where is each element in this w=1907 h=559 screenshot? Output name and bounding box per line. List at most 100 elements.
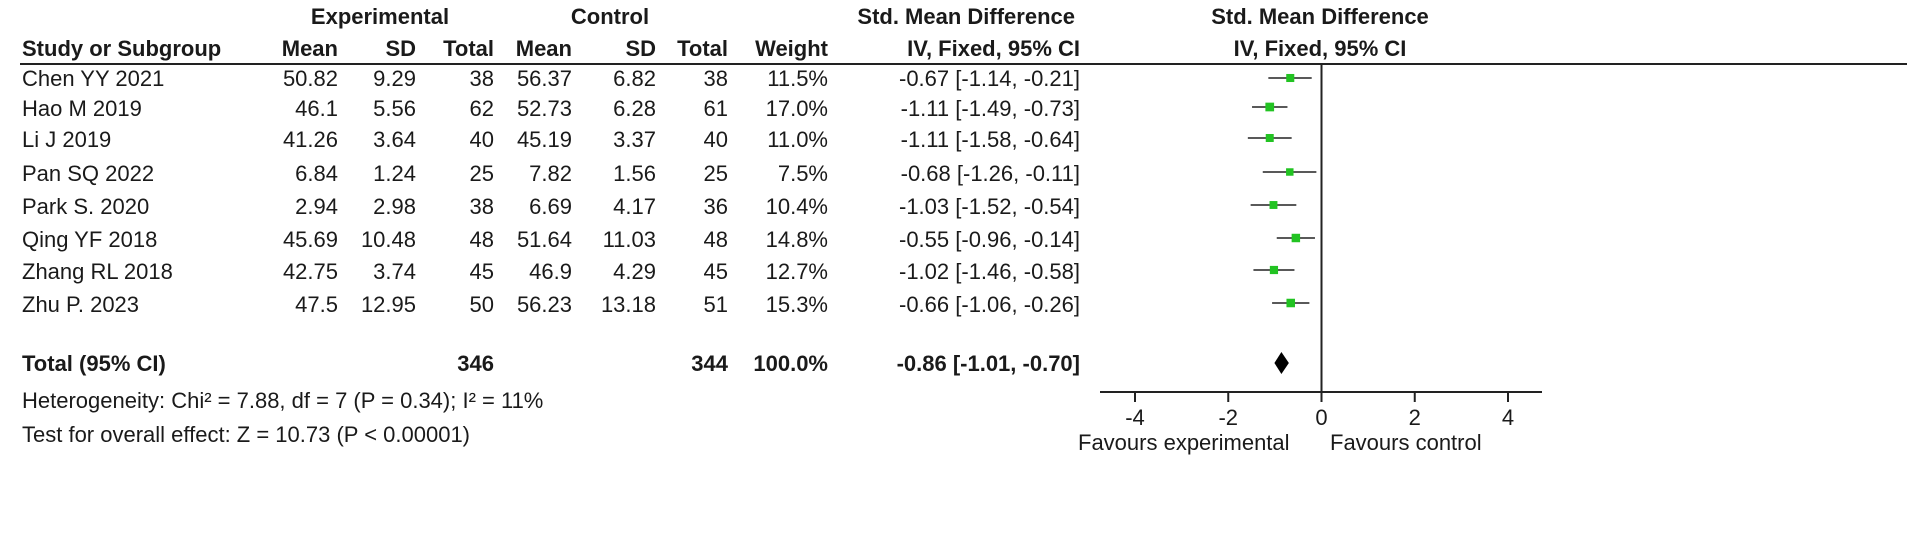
ctl-sd: 3.37 [613, 127, 656, 152]
pooled-diamond [1274, 352, 1289, 374]
weight: 11.0% [767, 127, 828, 152]
study-name: Park S. 2020 [22, 194, 150, 219]
effect-marker [1269, 201, 1278, 209]
ctl-mean: 45.19 [516, 127, 572, 152]
exp-total: 25 [469, 161, 494, 186]
exp-mean: 41.26 [282, 127, 338, 152]
ctl-total: 38 [703, 66, 728, 91]
exp-sd: 9.29 [373, 66, 416, 91]
exp-mean: 2.94 [295, 194, 338, 219]
exp-total: 38 [469, 66, 494, 91]
ctl-mean: 56.23 [516, 292, 572, 317]
exp-sd: 1.24 [373, 161, 416, 186]
heterogeneity-text: Heterogeneity: Chi² = 7.88, df = 7 (P = … [22, 388, 544, 413]
ctl-mean: 56.37 [516, 66, 572, 91]
col-study: Study or Subgroup [22, 36, 222, 61]
ctl-sd: 6.28 [613, 96, 656, 121]
col-effect: IV, Fixed, 95% CI [907, 36, 1080, 61]
ctl-mean: 51.64 [516, 227, 572, 252]
weight: 17.0% [765, 96, 828, 121]
effect-ci: -0.55 [-0.96, -0.14] [899, 227, 1080, 252]
col-ctl-mean: Mean [515, 36, 572, 61]
total-exp-total: 346 [457, 351, 494, 376]
col-exp-mean: Mean [281, 36, 338, 61]
ctl-sd: 13.18 [600, 292, 656, 317]
exp-total: 50 [469, 292, 494, 317]
exp-total: 62 [469, 96, 494, 121]
effect-ci: -1.11 [-1.49, -0.73] [900, 96, 1080, 121]
ctl-total: 25 [703, 161, 728, 186]
effect-ci: -1.11 [-1.58, -0.64] [900, 127, 1080, 152]
total-ctl-total: 344 [691, 351, 728, 376]
ctl-sd: 1.56 [613, 161, 656, 186]
weight: 14.8% [765, 227, 828, 252]
exp-mean: 6.84 [295, 161, 338, 186]
x-tick-label: -4 [1125, 405, 1145, 430]
exp-total: 48 [469, 227, 494, 252]
ctl-total: 45 [703, 259, 728, 284]
x-tick-label: 2 [1409, 405, 1421, 430]
weight: 12.7% [765, 259, 828, 284]
ctl-sd: 6.82 [613, 66, 656, 91]
col-exp-total: Total [443, 36, 494, 61]
exp-sd: 10.48 [360, 227, 416, 252]
effect-marker [1269, 265, 1279, 275]
favours-experimental-label: Favours experimental [1078, 430, 1290, 455]
exp-sd: 2.98 [373, 194, 416, 219]
header-control: Control [570, 4, 650, 29]
ctl-mean: 6.69 [529, 194, 572, 219]
effect-ci: -1.03 [-1.52, -0.54] [899, 194, 1080, 219]
weight: 10.4% [765, 194, 828, 219]
exp-sd: 3.74 [373, 259, 416, 284]
col-exp-sd: SD [385, 36, 416, 61]
exp-sd: 5.56 [373, 96, 416, 121]
header-rule [20, 63, 1907, 65]
study-name: Zhu P. 2023 [22, 292, 140, 317]
effect-marker [1286, 298, 1295, 308]
header-plot-title: Std. Mean Difference [1211, 4, 1429, 29]
study-name: Qing YF 2018 [22, 227, 158, 252]
total-weight: 100.0% [753, 351, 828, 376]
effect-ci: -0.67 [-1.14, -0.21] [899, 66, 1080, 91]
ctl-total: 36 [703, 194, 728, 219]
exp-mean: 42.75 [282, 259, 338, 284]
ctl-sd: 11.03 [602, 227, 656, 252]
effect-marker [1286, 73, 1295, 83]
effect-marker [1265, 102, 1275, 112]
study-name: Li J 2019 [22, 127, 112, 152]
header-experimental: Experimental [310, 4, 450, 29]
effect-marker [1286, 168, 1294, 176]
exp-total: 38 [469, 194, 494, 219]
study-name: Chen YY 2021 [22, 66, 165, 91]
effect-ci: -1.02 [-1.46, -0.58] [899, 259, 1080, 284]
header-effect-title: Std. Mean Difference [857, 4, 1075, 29]
exp-sd: 3.64 [373, 127, 416, 152]
exp-mean: 50.82 [282, 66, 338, 91]
effect-marker [1291, 233, 1301, 243]
exp-total: 40 [469, 127, 494, 152]
exp-sd: 12.95 [360, 292, 416, 317]
study-name: Zhang RL 2018 [22, 259, 173, 284]
ctl-sd: 4.29 [613, 259, 656, 284]
exp-mean: 46.1 [295, 96, 338, 121]
x-tick-label: 0 [1315, 405, 1327, 430]
ctl-sd: 4.17 [613, 194, 656, 219]
exp-mean: 45.69 [282, 227, 338, 252]
favours-control-label: Favours control [1330, 430, 1482, 455]
effect-ci: -0.68 [-1.26, -0.11] [900, 161, 1080, 186]
plot-subtitle: IV, Fixed, 95% CI [1233, 36, 1407, 61]
overall-effect-text: Test for overall effect: Z = 10.73 (P < … [22, 422, 471, 447]
col-ctl-total: Total [677, 36, 728, 61]
exp-total: 45 [469, 259, 494, 284]
effect-marker [1265, 134, 1274, 142]
study-name: Pan SQ 2022 [22, 161, 155, 186]
col-weight: Weight [755, 36, 828, 61]
weight: 11.5% [767, 66, 828, 91]
ctl-mean: 7.82 [529, 161, 572, 186]
x-tick-label: 4 [1502, 405, 1514, 430]
weight: 7.5% [777, 161, 828, 186]
ctl-mean: 52.73 [516, 96, 572, 121]
effect-ci: -0.66 [-1.06, -0.26] [899, 292, 1080, 317]
col-ctl-sd: SD [625, 36, 656, 61]
